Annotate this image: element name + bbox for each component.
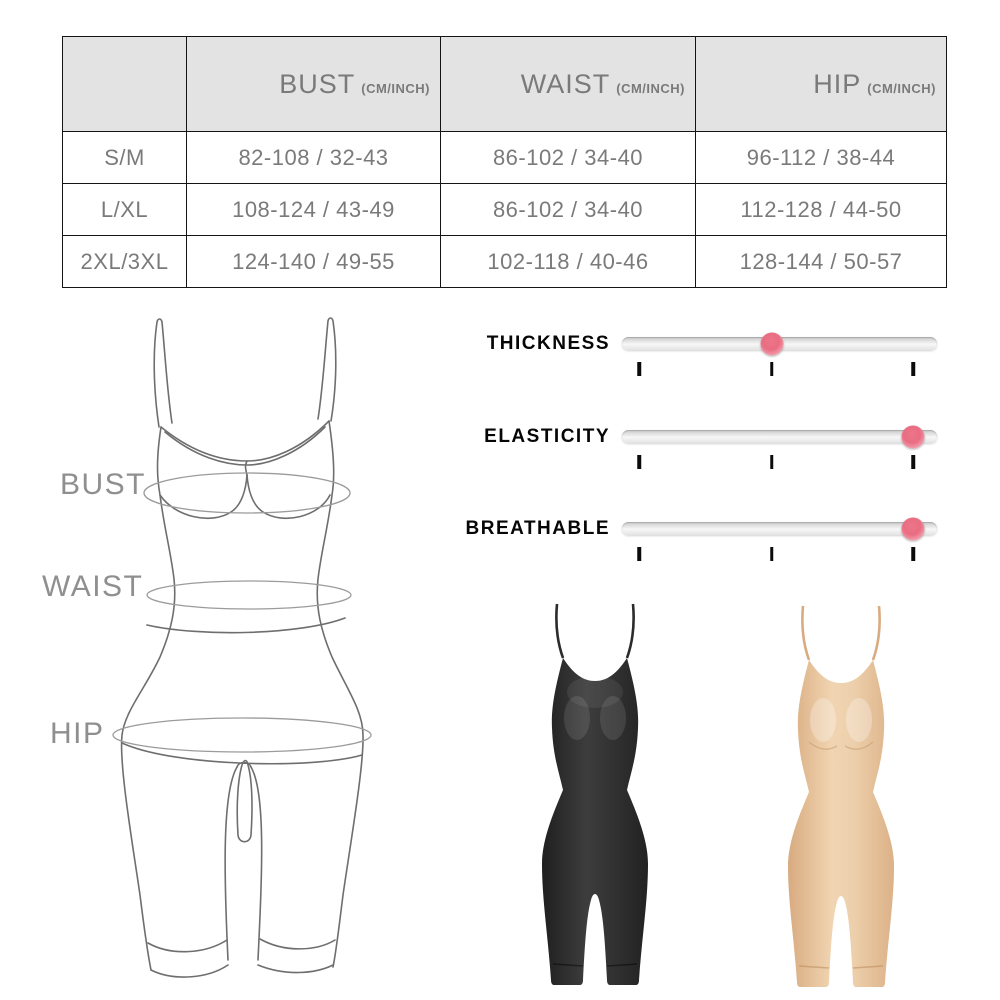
breathable-label: BREATHABLE <box>465 518 610 539</box>
tick-low <box>637 455 642 469</box>
tick-low <box>637 547 642 561</box>
bust-cell: 124-140 / 49-55 <box>186 235 441 288</box>
waist-cell: 86-102 / 34-40 <box>440 183 696 236</box>
table-row: 2XL/3XL 124-140 / 49-55 102-118 / 40-46 … <box>62 235 947 288</box>
nude-bodysuit-shape <box>788 605 894 987</box>
thickness-slider-body <box>622 331 937 376</box>
breathable-slider-body <box>622 516 937 561</box>
thickness-label: THICKNESS <box>486 333 610 354</box>
hip-cell: 128-144 / 50-57 <box>695 235 947 288</box>
slider-knob[interactable] <box>760 332 784 355</box>
waist-label: WAIST <box>42 570 144 603</box>
waist-cell: 102-118 / 40-46 <box>440 235 696 288</box>
hip-header-cell: HIP (CM/INCH) <box>695 36 947 132</box>
tick-low <box>637 362 642 376</box>
size-chart-table: BUST (CM/INCH) WAIST (CM/INCH) HIP (CM/INCH… <box>62 36 947 288</box>
hip-measure-ellipse <box>112 717 372 753</box>
slider-ticks <box>622 362 937 377</box>
product-photo-nude-bodysuit <box>788 605 894 987</box>
size-cell: L/XL <box>62 183 187 236</box>
tick-high <box>911 362 916 376</box>
waist-measure-ellipse <box>146 580 352 610</box>
table-row: L/XL 108-124 / 43-49 86-102 / 34-40 112-… <box>62 183 947 236</box>
tick-high <box>911 547 916 561</box>
hip-cell: 96-112 / 38-44 <box>695 131 947 184</box>
size-cell: S/M <box>62 131 187 184</box>
waist-unit-label: (CM/INCH) <box>616 80 685 96</box>
slider-thickness: THICKNESS <box>450 331 937 376</box>
waist-header-cell: WAIST (CM/INCH) <box>440 36 696 132</box>
slider-elasticity: ELASTICITY <box>450 424 937 469</box>
slider-track[interactable] <box>622 517 937 540</box>
waist-cell: 86-102 / 34-40 <box>440 131 696 184</box>
bust-label: BUST <box>60 468 147 501</box>
bust-cell: 82-108 / 32-43 <box>186 131 441 184</box>
hip-cell: 112-128 / 44-50 <box>695 183 947 236</box>
bust-measure-ellipse <box>143 472 351 514</box>
black-bodysuit-shape <box>542 603 648 985</box>
waist-header-label: WAIST <box>520 68 611 99</box>
product-photo-black-bodysuit <box>542 603 648 985</box>
bust-header-cell: BUST (CM/INCH) <box>186 36 441 132</box>
slider-ticks <box>622 455 937 470</box>
elasticity-slider-body <box>622 424 937 469</box>
tick-mid <box>769 455 774 469</box>
bust-header-label: BUST <box>279 68 356 99</box>
slider-knob[interactable] <box>901 425 925 448</box>
slider-track[interactable] <box>622 425 937 448</box>
bust-cell: 108-124 / 43-49 <box>186 183 441 236</box>
hip-unit-label: (CM/INCH) <box>867 80 936 96</box>
hip-header-label: HIP <box>813 68 862 99</box>
slider-ticks <box>622 547 937 562</box>
bodysuit-outline <box>120 317 364 978</box>
measurement-sketch <box>112 317 372 978</box>
slider-track[interactable] <box>622 332 937 355</box>
size-cell: 2XL/3XL <box>62 235 187 288</box>
table-row: S/M 82-108 / 32-43 86-102 / 34-40 96-112… <box>62 131 947 184</box>
tick-mid <box>769 547 774 561</box>
header-row: BUST (CM/INCH) WAIST (CM/INCH) HIP (CM/INCH… <box>62 36 947 132</box>
measurement-ellipses <box>112 472 372 753</box>
tick-mid <box>769 362 774 376</box>
hip-label: HIP <box>50 717 105 750</box>
elasticity-label: ELASTICITY <box>484 426 610 447</box>
corner-header-cell <box>62 36 187 132</box>
slider-knob[interactable] <box>901 517 925 540</box>
tick-high <box>911 455 916 469</box>
slider-breathable: BREATHABLE <box>450 516 937 561</box>
bust-unit-label: (CM/INCH) <box>361 80 430 96</box>
